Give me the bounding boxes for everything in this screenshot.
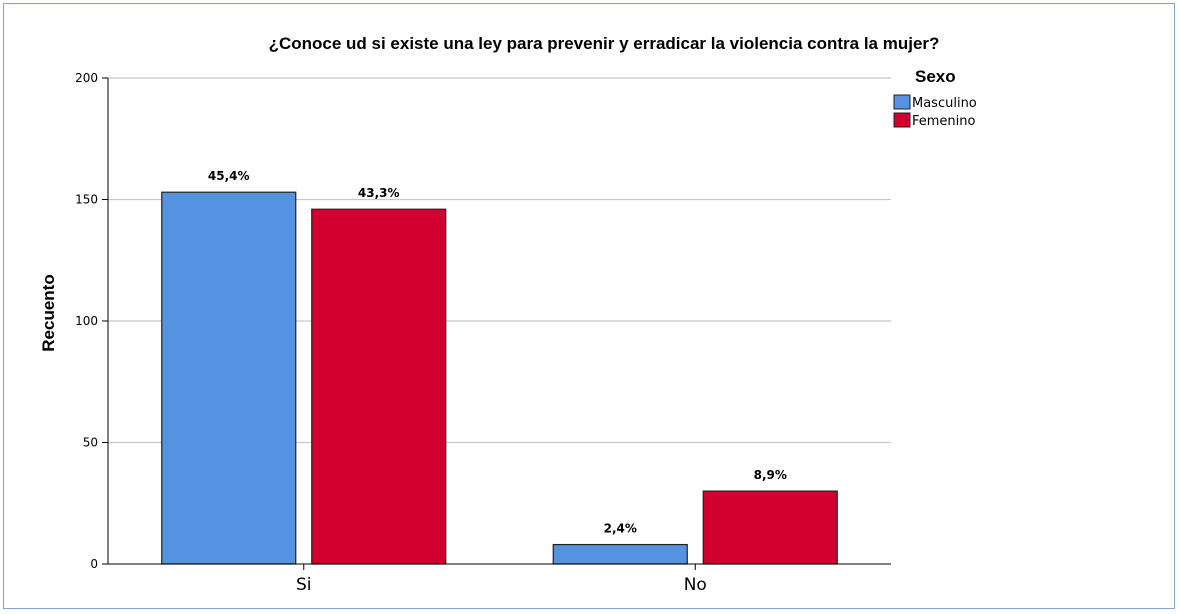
legend-label-masculino: Masculino: [912, 96, 977, 111]
bar-masculino-no: [552, 543, 688, 565]
y-tick-label: 200: [75, 71, 98, 85]
bar-masculino-si: [161, 191, 297, 565]
y-tick-label: 150: [75, 193, 98, 207]
chart-frame: ¿Conoce ud si existe una ley para preven…: [3, 3, 1175, 609]
bars: [161, 191, 838, 565]
bar-femenino-si: [311, 208, 447, 565]
legend-label-femenino: Femenino: [912, 114, 976, 129]
x-category-label: No: [684, 575, 707, 595]
legend-swatch-femenino: [893, 112, 911, 128]
y-tick-label: 100: [75, 314, 98, 328]
chart-title: ¿Conoce ud si existe una ley para preven…: [269, 34, 940, 53]
data-label: 43,3%: [358, 186, 400, 200]
data-label: 2,4%: [604, 522, 637, 536]
y-axis-label: Recuento: [39, 274, 58, 351]
data-label: 45,4%: [208, 169, 250, 183]
legend-title: Sexo: [915, 67, 956, 86]
y-tick-label: 50: [83, 436, 98, 450]
y-tick-label: 0: [90, 557, 98, 571]
data-label: 8,9%: [754, 468, 787, 482]
axes: 0 50 100 150 200 Si No: [75, 71, 891, 595]
legend-swatch-masculino: [893, 94, 911, 110]
data-labels: 45,4% 43,3% 2,4% 8,9%: [208, 169, 787, 535]
legend: Sexo Masculino Femenino: [893, 67, 977, 129]
x-category-label: Si: [296, 575, 312, 595]
bar-femenino-no: [702, 490, 838, 565]
bar-chart: ¿Conoce ud si existe una ley para preven…: [39, 34, 977, 595]
